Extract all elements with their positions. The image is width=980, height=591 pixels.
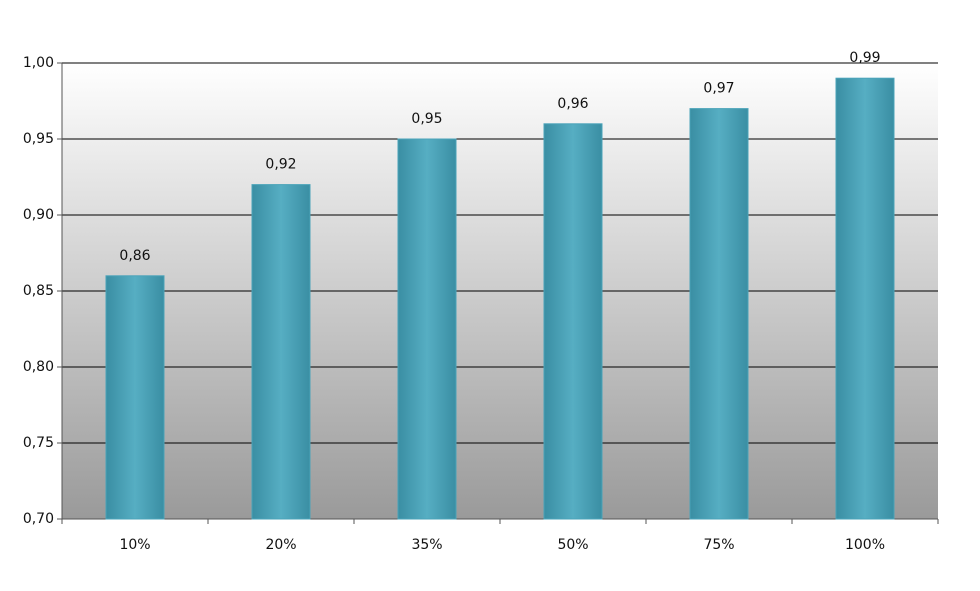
bar [105,275,165,520]
data-label: 0,92 [265,157,296,173]
y-tick-label: 0,75 [23,435,54,451]
y-tick-label: 0,95 [23,131,54,147]
bar [251,184,311,520]
y-tick-label: 0,70 [23,511,54,527]
x-tick-label: 50% [557,537,588,553]
x-tick-label: 75% [703,537,734,553]
bar [543,123,603,520]
x-tick-label: 35% [411,537,442,553]
data-label: 0,97 [703,81,734,97]
bar [397,138,457,520]
data-label: 0,96 [557,96,588,112]
bar [689,108,749,520]
data-label: 0,86 [119,248,150,264]
y-tick-label: 0,85 [23,283,54,299]
x-tick-label: 20% [265,537,296,553]
data-label: 0,95 [411,111,442,127]
x-tick-label: 10% [119,537,150,553]
x-tick-label: 100% [845,537,885,553]
bar [835,77,895,520]
y-tick-label: 0,90 [23,207,54,223]
y-tick-label: 0,80 [23,359,54,375]
y-tick-label: 1,00 [23,55,54,71]
data-label: 0,99 [849,50,880,66]
